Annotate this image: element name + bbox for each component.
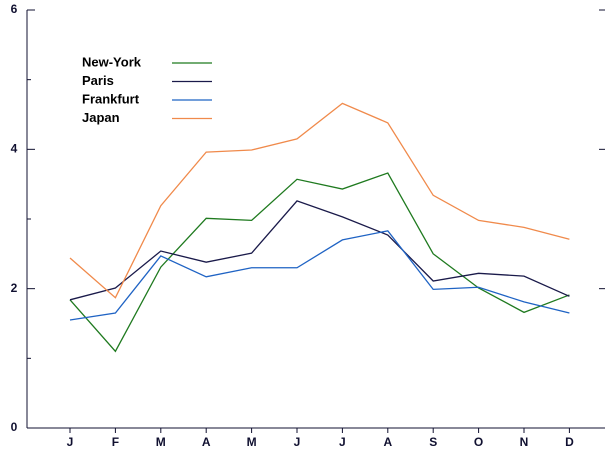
legend-label: Frankfurt (82, 91, 140, 106)
x-tick-label: J (67, 435, 74, 449)
legend-label: Paris (82, 73, 114, 88)
x-tick-label: A (202, 435, 211, 449)
series-line (69, 102, 570, 299)
y-tick-label: 0 (11, 420, 18, 434)
series-line (69, 200, 570, 301)
series-line (69, 230, 570, 321)
legend-label: Japan (82, 110, 120, 125)
series-line (69, 172, 570, 353)
y-tick-label: 2 (11, 281, 18, 295)
x-tick-label: F (112, 435, 119, 449)
x-tick-label: A (383, 435, 392, 449)
x-tick-label: M (247, 435, 257, 449)
x-tick-label: O (474, 435, 483, 449)
x-tick-label: J (339, 435, 346, 449)
x-tick-label: M (156, 435, 166, 449)
y-tick-label: 4 (11, 142, 18, 156)
legend-label: New-York (82, 54, 142, 69)
x-tick-label: J (294, 435, 301, 449)
x-tick-label: S (429, 435, 437, 449)
y-tick-label: 6 (11, 2, 18, 16)
x-tick-label: D (565, 435, 574, 449)
x-tick-label: N (520, 435, 529, 449)
